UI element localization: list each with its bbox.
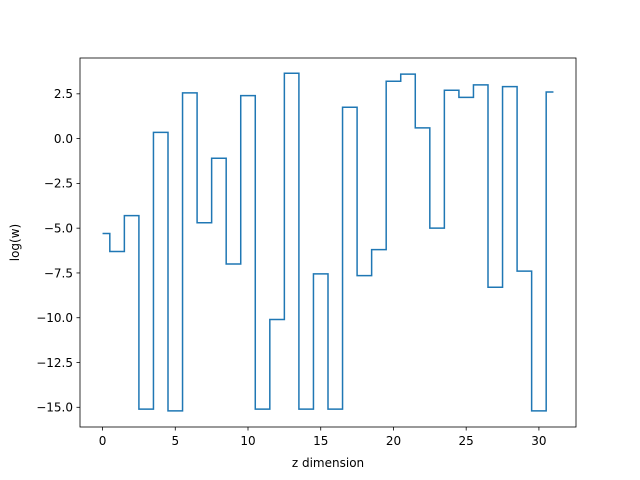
x-axis: 0 5 10 15 20 25 30 [99,427,547,448]
y-tick-label: −10.0 [36,311,73,325]
y-tick-label: −5.0 [44,221,73,235]
plot-area [79,57,577,428]
x-tick-label: 5 [171,434,179,448]
axes-frame [79,57,577,428]
y-tick-label: −12.5 [36,356,73,370]
x-axis-label: z dimension [292,456,364,470]
y-tick-label: 0.0 [54,132,73,146]
series-line-0 [102,72,554,412]
series-layer [102,72,554,412]
x-tick-label: 30 [531,434,546,448]
x-tick-label: 15 [313,434,328,448]
x-tick-label: 20 [386,434,401,448]
x-tick-label: 25 [459,434,474,448]
y-tick-label: −7.5 [44,266,73,280]
y-tick-label: −2.5 [44,177,73,191]
x-tick-label: 10 [240,434,255,448]
y-axis-label: log(w) [8,224,22,261]
y-tick-label: −15.0 [36,401,73,415]
y-axis: −15.0 −12.5 −10.0 −7.5 −5.0 −2.5 0.0 2.5 [36,87,80,415]
y-tick-label: 2.5 [54,87,73,101]
x-tick-label: 0 [99,434,107,448]
